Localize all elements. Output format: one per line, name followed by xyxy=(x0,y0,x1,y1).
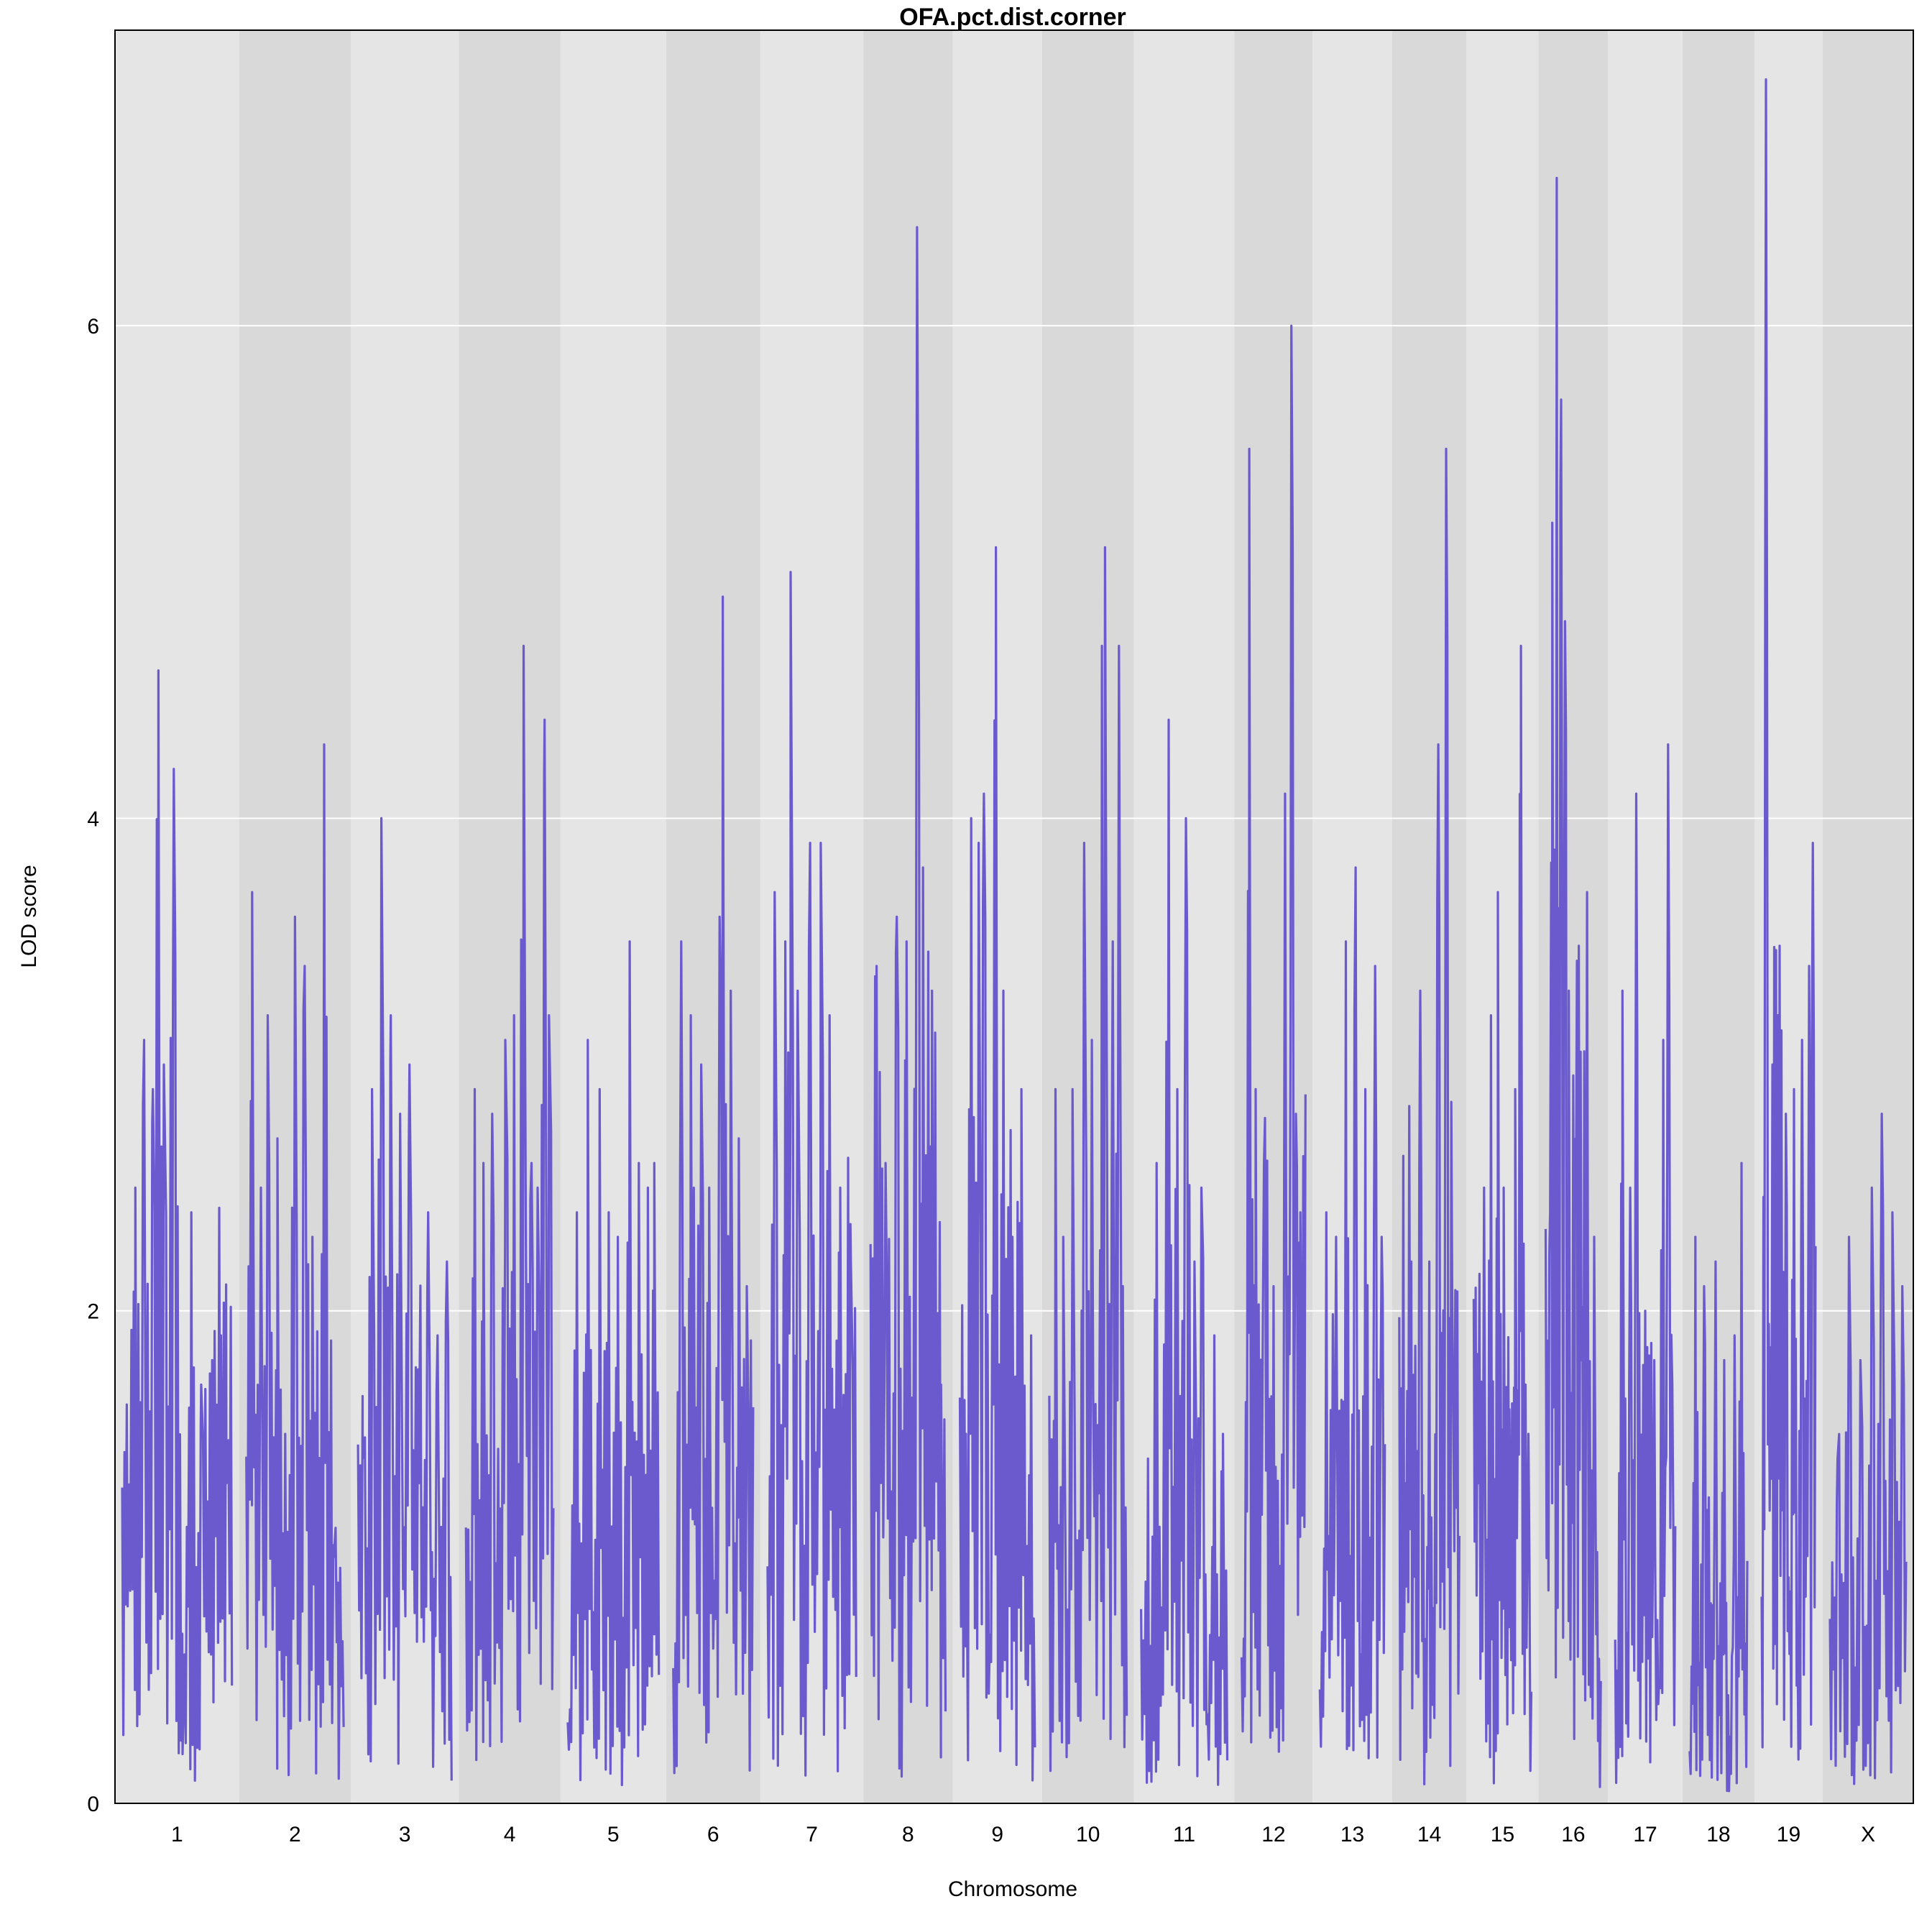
x-axis-label: Chromosome xyxy=(948,1877,1077,1901)
x-tick-label-chr-15: 15 xyxy=(1491,1823,1514,1846)
x-tick-label-chr-14: 14 xyxy=(1417,1823,1441,1846)
lod-line-chr-X xyxy=(1828,1113,1908,1785)
x-tick-label-chr-19: 19 xyxy=(1777,1823,1800,1846)
lod-line-chr-11 xyxy=(1140,718,1229,1786)
x-tick-label-chr-3: 3 xyxy=(399,1823,411,1846)
chart-title: OFA.pct.dist.corner xyxy=(899,4,1126,31)
lod-line-chr-3 xyxy=(356,816,453,1781)
x-tick-label-chr-4: 4 xyxy=(504,1823,516,1846)
x-tick-label-chr-16: 16 xyxy=(1561,1823,1585,1846)
x-tick-label-chr-17: 17 xyxy=(1633,1823,1657,1846)
lod-line-chr-12 xyxy=(1240,324,1307,1753)
lod-line-chr-7 xyxy=(766,571,857,1777)
lod-line-chr-14 xyxy=(1398,447,1460,1785)
x-tick-label-chr-13: 13 xyxy=(1340,1823,1364,1846)
y-tick-label: 6 xyxy=(87,315,99,339)
lod-line-chr-18 xyxy=(1688,1162,1749,1793)
y-axis-label: LOD score xyxy=(17,865,41,967)
lod-line-chr-16 xyxy=(1544,177,1602,1788)
x-tick-label-chr-18: 18 xyxy=(1706,1823,1730,1846)
x-tick-label-chr-X: X xyxy=(1861,1823,1875,1846)
lod-line-chr-17 xyxy=(1614,743,1677,1785)
x-tick-label-chr-2: 2 xyxy=(289,1823,301,1846)
lod-line-chr-13 xyxy=(1318,866,1386,1760)
lod-line-chr-1 xyxy=(121,669,234,1782)
x-tick-label-chr-8: 8 xyxy=(902,1823,914,1846)
x-tick-label-chr-11: 11 xyxy=(1173,1823,1195,1846)
x-tick-label-chr-10: 10 xyxy=(1076,1823,1100,1846)
y-tick-label: 0 xyxy=(87,1793,99,1816)
gridlines xyxy=(115,325,1913,1312)
x-tick-label-chr-7: 7 xyxy=(806,1823,818,1846)
lod-line-chr-6 xyxy=(672,595,755,1775)
lod-line-chr-9 xyxy=(958,546,1036,1782)
plot-frame xyxy=(114,29,1914,1804)
x-axis-ticks: 1 2 3 4 5 6 7 8 9 10 11 12 13 14 15 16 17 18 19 X xyxy=(171,1823,1875,1846)
x-tick-label-chr-5: 5 xyxy=(607,1823,620,1846)
lod-line-chr-15 xyxy=(1472,645,1533,1785)
x-tick-label-chr-6: 6 xyxy=(707,1823,719,1846)
y-tick-label: 2 xyxy=(87,1300,99,1324)
lod-line-chr-5 xyxy=(566,940,661,1787)
lod-line-chr-2 xyxy=(245,743,345,1780)
lod-series xyxy=(121,78,1908,1793)
x-tick-label-chr-12: 12 xyxy=(1261,1823,1285,1846)
lod-line-chr-10 xyxy=(1048,546,1128,1772)
y-axis-ticks: 0 2 4 6 xyxy=(87,315,99,1816)
lod-line-chr-4 xyxy=(464,645,555,1762)
lod-line-chr-8 xyxy=(869,226,947,1778)
x-tick-label-chr-1: 1 xyxy=(171,1823,183,1846)
lod-line-chr-19 xyxy=(1760,78,1817,1761)
y-tick-label: 4 xyxy=(87,807,99,831)
x-tick-label-chr-9: 9 xyxy=(991,1823,1003,1846)
